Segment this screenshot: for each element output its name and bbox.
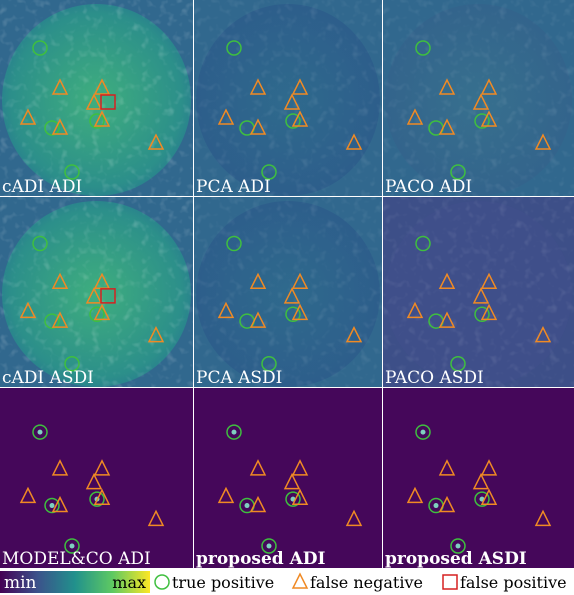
panel-noise <box>383 197 574 387</box>
panel-noise <box>194 0 382 196</box>
point-source <box>232 430 237 435</box>
panel-background <box>194 388 382 568</box>
panel: PACO ASDI <box>383 197 574 388</box>
panel-label: proposed ADI <box>196 549 326 569</box>
point-source <box>38 430 43 435</box>
panel-label: PACO ASDI <box>385 368 484 388</box>
point-source <box>245 503 250 508</box>
legend: min max true positive false negative false… <box>0 571 567 593</box>
panel: cADI ADI <box>0 0 193 197</box>
colorbar-min: min <box>4 573 37 593</box>
point-source <box>50 503 55 508</box>
panel: PACO ADI <box>383 0 574 197</box>
marker-triangle <box>293 574 307 588</box>
legend-label: false positive <box>460 573 567 592</box>
point-source <box>70 543 75 548</box>
figure: cADI ADI PCA ADI PACO ADI cADI ASDI PCA ASDI… <box>0 0 574 595</box>
legend-label: false negative <box>310 573 423 592</box>
panel: proposed ASDI <box>383 388 574 569</box>
panel-noise <box>194 197 382 387</box>
panel: PCA ASDI <box>194 197 382 388</box>
panel: MODEL&CO ADI <box>0 388 193 569</box>
panel-label: cADI ADI <box>2 177 82 197</box>
point-source <box>434 503 439 508</box>
panel-label: PACO ADI <box>385 177 472 197</box>
marker-circle <box>155 575 169 589</box>
point-source <box>421 430 426 435</box>
panel-label: proposed ASDI <box>385 549 527 569</box>
panel: PCA ADI <box>194 0 382 197</box>
point-source <box>267 543 272 548</box>
panel-label: PCA ASDI <box>196 368 282 388</box>
point-source <box>456 543 461 548</box>
legend-label: true positive <box>172 573 274 592</box>
panel: proposed ADI <box>194 388 382 569</box>
panel: cADI ASDI <box>0 197 193 388</box>
marker-square <box>443 575 457 589</box>
panel-noise <box>0 0 193 196</box>
panel-grid: cADI ADI PCA ADI PACO ADI cADI ASDI PCA ASDI… <box>0 0 574 569</box>
panel-label: cADI ASDI <box>2 368 94 388</box>
colorbar-max: max <box>112 573 146 592</box>
panel-label: PCA ADI <box>196 177 271 197</box>
panel-label: MODEL&CO ADI <box>2 549 151 569</box>
panel-noise <box>0 197 193 387</box>
panel-noise <box>383 0 574 196</box>
